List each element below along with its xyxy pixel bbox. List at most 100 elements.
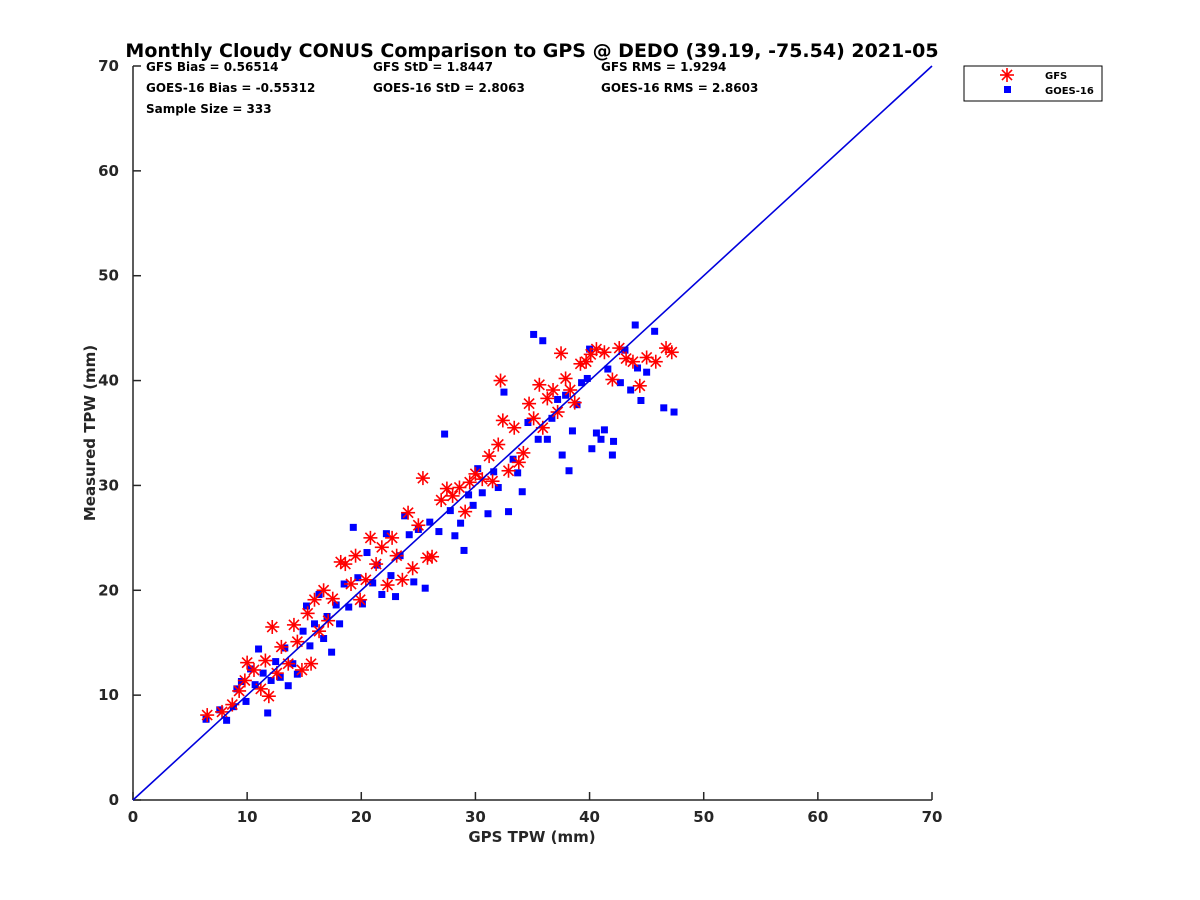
gfs-point xyxy=(495,413,510,428)
gfs-point xyxy=(304,656,319,671)
goes-16-point xyxy=(631,321,639,329)
gfs-point xyxy=(307,592,322,607)
gfs-point xyxy=(246,662,261,677)
gfs-point xyxy=(380,578,395,593)
goes-16-point xyxy=(484,510,492,518)
goes-16-point xyxy=(242,697,250,705)
gfs-point xyxy=(265,619,280,634)
goes-16-point xyxy=(323,613,331,620)
gfs-point xyxy=(290,634,305,649)
goes-16-point xyxy=(255,645,263,653)
gfs-point xyxy=(300,606,315,621)
series-goes-16 xyxy=(202,321,678,724)
gfs-point xyxy=(458,504,473,519)
goes-16-point xyxy=(465,491,473,499)
goes-16-point xyxy=(237,678,245,686)
goes-16-point xyxy=(588,445,596,453)
goes-16-point xyxy=(539,337,547,345)
gfs-point xyxy=(395,572,410,587)
gfs-point xyxy=(445,488,460,503)
x-tick-label: 30 xyxy=(465,808,486,826)
goes-16-point xyxy=(558,451,566,459)
goes-16-point xyxy=(518,488,526,496)
gfs-point xyxy=(261,689,276,704)
gfs-point xyxy=(485,474,500,489)
series-layer xyxy=(200,321,679,724)
x-axis-label: GPS TPW (mm) xyxy=(468,828,595,846)
goes-16-point xyxy=(426,518,434,526)
goes-16-point xyxy=(637,396,645,404)
goes-16-point xyxy=(259,669,267,677)
gfs-point xyxy=(338,557,353,572)
goes-16-point xyxy=(554,395,562,403)
gfs-point xyxy=(507,420,522,435)
gfs-point xyxy=(258,653,273,668)
gfs-point xyxy=(579,354,594,369)
goes-std-text: GOES-16 StD = 2.8063 xyxy=(373,81,525,95)
x-tick-label: 20 xyxy=(351,808,372,826)
gfs-point xyxy=(411,518,426,533)
gfs-point xyxy=(632,378,647,393)
goes-16-point xyxy=(421,584,429,592)
goes-16-point xyxy=(505,508,513,516)
goes-16-point xyxy=(336,620,344,628)
chart-title: Monthly Cloudy CONUS Comparison to GPS @… xyxy=(125,40,938,62)
legend-gfs-asterisk xyxy=(1000,68,1014,82)
sample-size-text: Sample Size = 333 xyxy=(146,102,272,116)
goes-16-point xyxy=(382,530,390,538)
goes-16-point xyxy=(509,455,517,463)
gfs-rms-text: GFS RMS = 1.9294 xyxy=(601,60,726,74)
goes-16-point xyxy=(494,484,502,492)
goes-16-point xyxy=(320,635,328,643)
gfs-point xyxy=(532,377,547,392)
goes-16-point xyxy=(514,469,522,477)
goes-16-point xyxy=(281,644,289,652)
goes-16-point xyxy=(310,620,318,628)
goes-16-point xyxy=(608,451,616,459)
gfs-point xyxy=(274,639,289,654)
gfs-point xyxy=(215,704,230,719)
legend-gfs-marker xyxy=(1000,68,1014,82)
gfs-point xyxy=(232,683,247,698)
gfs-point xyxy=(597,345,612,360)
y-axis-label: Measured TPW (mm) xyxy=(81,345,99,521)
goes-16-point xyxy=(565,467,573,475)
gfs-point xyxy=(550,405,565,420)
goes-16-point xyxy=(627,386,635,394)
goes-16-point xyxy=(578,379,586,387)
goes-16-point xyxy=(604,365,612,373)
goes-16-point xyxy=(460,546,468,554)
y-tick-label: 30 xyxy=(98,476,119,494)
gfs-point xyxy=(605,372,620,387)
goes-16-point xyxy=(446,507,454,515)
gfs-point xyxy=(567,395,582,410)
gfs-point xyxy=(374,540,389,555)
gfs-point xyxy=(358,572,373,587)
gfs-point xyxy=(493,373,508,388)
gfs-point xyxy=(281,656,296,671)
goes-16-point xyxy=(524,419,532,427)
stats-block: GFS Bias = 0.56514 GOES-16 Bias = -0.553… xyxy=(146,60,758,116)
legend-goes-marker xyxy=(1004,86,1011,93)
y-axis-ticks: 0 10 20 30 40 50 60 70 xyxy=(98,57,141,809)
gfs-point xyxy=(369,557,384,572)
goes-16-point xyxy=(441,430,449,438)
gfs-point xyxy=(286,617,301,632)
goes-16-point xyxy=(543,435,551,443)
gfs-point xyxy=(325,591,340,606)
legend-goes-label: GOES-16 xyxy=(1045,86,1094,97)
gfs-point xyxy=(526,411,541,426)
gfs-point xyxy=(425,549,440,564)
gfs-point xyxy=(237,673,252,688)
y-tick-label: 50 xyxy=(98,267,119,285)
goes-16-point xyxy=(474,465,482,473)
goes-16-point xyxy=(378,590,386,598)
gfs-point xyxy=(558,371,573,386)
gfs-point xyxy=(462,475,477,490)
goes-16-point xyxy=(251,681,259,689)
gfs-point xyxy=(516,445,531,460)
gfs-point xyxy=(482,449,497,464)
gfs-point xyxy=(405,561,420,576)
x-tick-label: 10 xyxy=(237,808,258,826)
